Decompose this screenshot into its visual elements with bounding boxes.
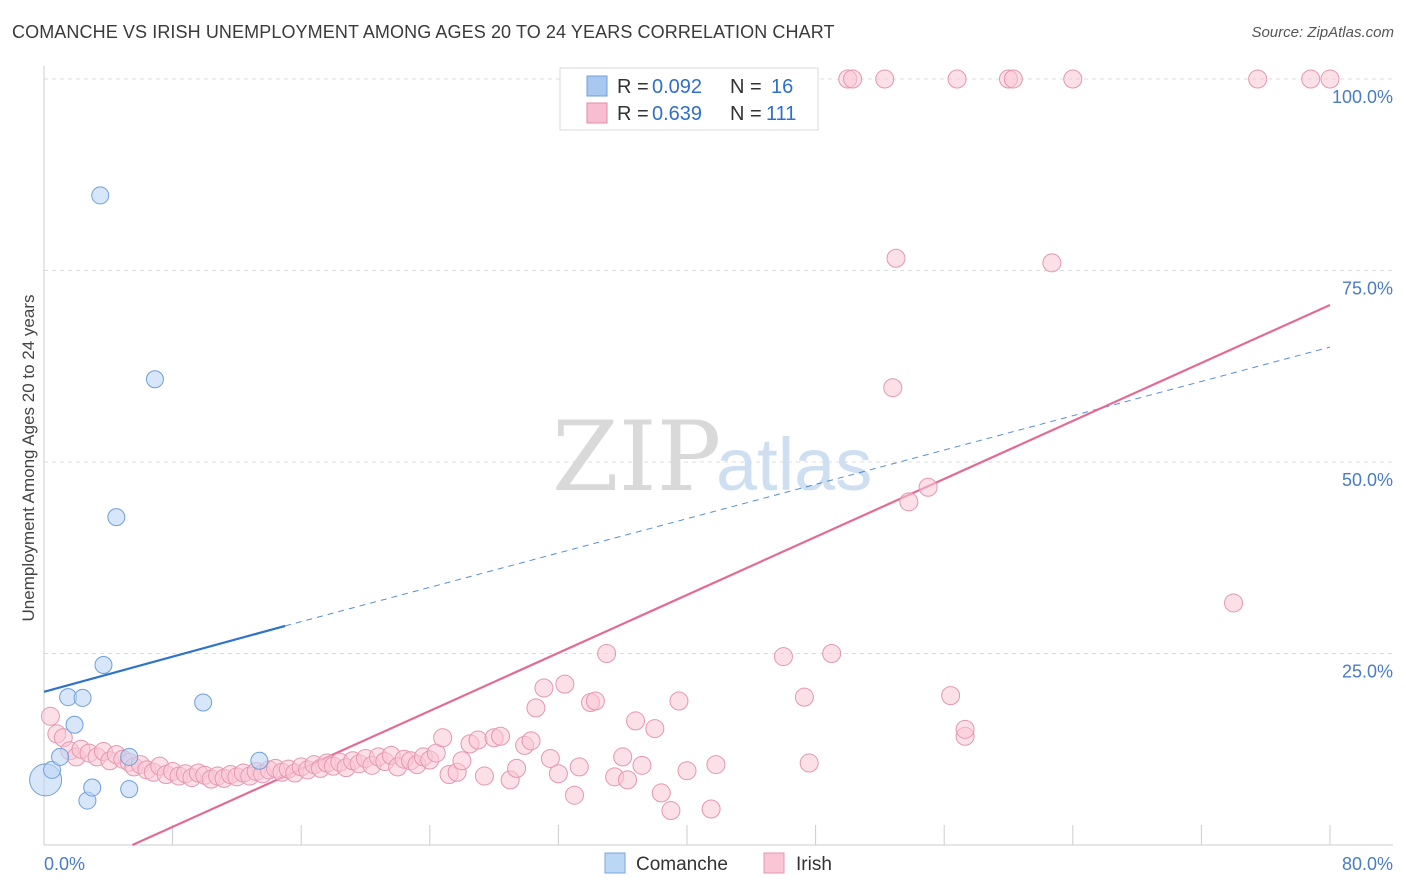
comanche-point	[107, 508, 126, 527]
legend-swatch-comanche	[586, 75, 608, 97]
irish-point	[1320, 69, 1340, 89]
irish-point	[474, 766, 494, 786]
irish-point	[875, 69, 895, 89]
irish-point	[564, 785, 584, 805]
irish-point	[883, 378, 903, 398]
irish-point	[613, 747, 633, 767]
comanche-point	[91, 186, 110, 205]
irish-point	[433, 728, 453, 748]
legend-r-value-comanche: 0.092	[652, 76, 702, 98]
comanche-point	[43, 760, 62, 779]
irish-point	[597, 644, 617, 663]
comanche-point	[65, 715, 84, 734]
comanche-point	[94, 655, 113, 674]
comanche-point	[145, 370, 164, 389]
stats-legend: R = 0.092 N = 16 R = 0.639 N = 111	[559, 67, 819, 131]
irish-point	[899, 492, 919, 512]
comanche-point	[250, 751, 269, 770]
irish-point	[843, 69, 863, 89]
irish-point	[669, 691, 689, 711]
irish-point	[1224, 593, 1244, 613]
irish-point	[1003, 69, 1023, 89]
legend-n-value-irish: 111	[766, 103, 796, 125]
bottom-legend-label-irish: Irish	[796, 854, 832, 875]
bottom-legend-swatch-irish	[763, 852, 785, 874]
watermark-zip: ZIP	[552, 401, 721, 513]
irish-point	[491, 726, 511, 746]
comanche-point	[83, 778, 102, 797]
irish-point	[1042, 253, 1062, 273]
comanche-point	[73, 688, 92, 707]
series-legend: Comanche Irish	[604, 852, 832, 875]
irish-point	[651, 783, 671, 803]
watermark-atlas: atlas	[716, 423, 872, 506]
watermark: ZIP atlas	[552, 401, 872, 513]
comanche-point	[120, 780, 139, 799]
irish-point	[548, 764, 568, 784]
irish-point	[526, 698, 546, 718]
irish-point	[626, 711, 646, 731]
irish-point	[822, 644, 842, 663]
irish-point	[941, 686, 961, 706]
comanche-point	[120, 747, 139, 766]
comanche-point	[51, 747, 70, 766]
irish-point	[1301, 69, 1321, 89]
irish-point	[918, 477, 938, 497]
legend-r-value-irish: 0.639	[652, 103, 702, 125]
irish-point	[773, 647, 793, 667]
irish-trend-line	[131, 303, 1331, 847]
chart-title: COMANCHE VS IRISH UNEMPLOYMENT AMONG AGE…	[12, 22, 835, 42]
x-tick-label-max: 80.0%	[1342, 854, 1393, 874]
irish-point	[799, 753, 819, 773]
irish-point	[677, 761, 697, 781]
comanche-trend-line	[43, 624, 286, 693]
legend-swatch-irish	[586, 102, 608, 124]
irish-point	[569, 757, 589, 777]
irish-point	[452, 751, 472, 771]
irish-point	[886, 248, 906, 268]
irish-point	[645, 719, 665, 739]
irish-point	[632, 755, 652, 775]
trend-lines	[43, 303, 1331, 847]
y-tick-labels: 25.0% 50.0% 75.0% 100.0%	[1332, 87, 1393, 682]
bottom-legend-swatch-comanche	[604, 852, 626, 874]
irish-point	[40, 706, 60, 726]
legend-n-label-comanche: N =	[730, 76, 762, 98]
bottom-legend-label-comanche: Comanche	[636, 854, 728, 875]
irish-point	[1248, 69, 1268, 89]
irish-point	[955, 719, 975, 739]
x-tick-label-min: 0.0%	[44, 854, 85, 874]
y-tick-label: 75.0%	[1342, 279, 1393, 299]
comanche-points	[29, 186, 269, 810]
irish-point	[468, 730, 488, 750]
irish-point	[521, 731, 541, 751]
irish-point	[706, 755, 726, 775]
irish-point	[507, 758, 527, 778]
y-tick-label: 25.0%	[1342, 662, 1393, 682]
y-axis-label: Unemployment Among Ages 20 to 24 years	[19, 295, 38, 622]
comanche-trend-extension	[284, 346, 1331, 627]
irish-point	[618, 770, 638, 790]
gridlines	[44, 78, 1393, 654]
legend-n-value-comanche: 16	[771, 76, 793, 98]
irish-point	[585, 691, 605, 711]
irish-point	[540, 748, 560, 768]
legend-r-label-comanche: R =	[617, 76, 649, 98]
irish-point	[555, 674, 575, 694]
irish-point	[534, 678, 554, 698]
irish-point	[701, 799, 721, 819]
chart-source: Source: ZipAtlas.com	[1251, 24, 1394, 41]
irish-point	[794, 687, 814, 707]
y-tick-label: 100.0%	[1332, 87, 1393, 107]
legend-r-label-irish: R =	[617, 103, 649, 125]
y-tick-label: 50.0%	[1342, 470, 1393, 490]
irish-point	[661, 801, 681, 821]
irish-point	[1063, 69, 1083, 89]
irish-points	[40, 69, 1340, 821]
irish-point	[947, 69, 967, 89]
comanche-point	[194, 693, 213, 712]
legend-n-label-irish: N =	[730, 103, 762, 125]
